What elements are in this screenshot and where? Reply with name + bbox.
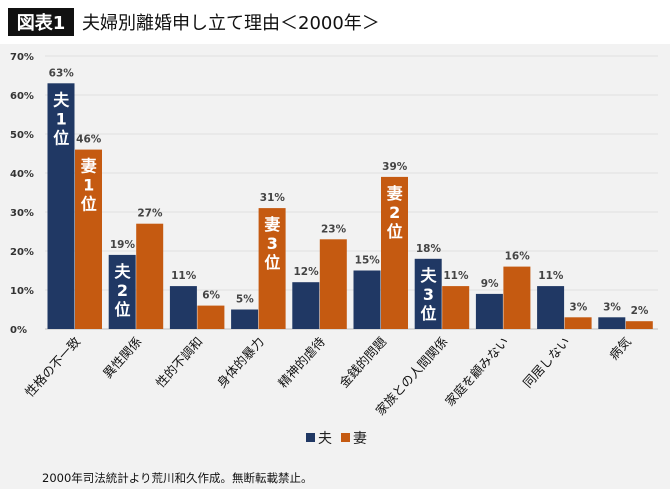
data-label: 11% bbox=[538, 270, 564, 282]
rank-annotation: 1 bbox=[83, 176, 94, 195]
chart-title: 夫婦別離婚申し立て理由＜2000年＞ bbox=[82, 13, 380, 34]
legend-swatch-husband bbox=[306, 433, 315, 442]
bar-wife bbox=[381, 176, 408, 329]
data-label: 15% bbox=[355, 255, 381, 267]
data-label: 11% bbox=[171, 270, 197, 282]
y-tick-label: 50% bbox=[10, 130, 34, 141]
legend: 夫 妻 bbox=[306, 431, 367, 447]
data-label: 23% bbox=[321, 223, 347, 235]
rank-annotation: 夫 bbox=[53, 90, 70, 109]
y-tick-label: 30% bbox=[10, 208, 34, 219]
rank-annotation: 3 bbox=[423, 285, 434, 304]
data-label: 5% bbox=[236, 294, 254, 306]
bar-husband bbox=[292, 282, 320, 329]
data-label: 63% bbox=[49, 67, 75, 79]
bar-husband bbox=[598, 317, 626, 329]
bar-husband bbox=[169, 286, 197, 329]
rank-annotation: 1 bbox=[56, 109, 67, 128]
data-label: 11% bbox=[443, 270, 469, 282]
bar-husband bbox=[475, 293, 503, 329]
footnote: 2000年司法統計より荒川和久作成。無断転載禁止。 bbox=[42, 471, 313, 485]
rank-annotation: 3 bbox=[267, 234, 278, 253]
data-label: 2% bbox=[631, 305, 649, 317]
bar-wife bbox=[625, 321, 653, 329]
data-label: 12% bbox=[293, 266, 319, 278]
figure-badge: 図表1 bbox=[17, 12, 66, 34]
rank-annotation: 位 bbox=[53, 128, 69, 147]
bar-wife bbox=[503, 266, 531, 329]
rank-annotation: 位 bbox=[420, 304, 436, 323]
data-label: 31% bbox=[260, 192, 286, 204]
bar-wife bbox=[442, 286, 470, 329]
figure-badge-bg bbox=[8, 8, 74, 36]
data-label: 3% bbox=[603, 301, 621, 313]
y-tick-label: 70% bbox=[10, 52, 34, 63]
data-label: 18% bbox=[416, 243, 442, 255]
data-label: 9% bbox=[481, 278, 499, 290]
rank-annotation: 妻 bbox=[387, 184, 403, 203]
rank-annotation: 位 bbox=[264, 253, 280, 272]
data-label: 3% bbox=[569, 301, 587, 313]
bar-wife bbox=[564, 317, 592, 329]
data-label: 19% bbox=[110, 239, 136, 251]
bar-wife bbox=[319, 239, 347, 329]
data-label: 6% bbox=[202, 290, 220, 302]
bar-husband bbox=[47, 83, 75, 329]
legend-label-wife: 妻 bbox=[353, 431, 367, 447]
rank-annotation: 妻 bbox=[81, 157, 97, 176]
rank-annotation: 位 bbox=[114, 300, 130, 319]
bar-wife bbox=[136, 223, 164, 329]
bar-husband bbox=[537, 286, 565, 329]
rank-annotation: 夫 bbox=[420, 266, 437, 285]
bar-husband bbox=[353, 270, 381, 329]
y-tick-label: 40% bbox=[10, 169, 34, 180]
legend-swatch-wife bbox=[341, 433, 350, 442]
bar-husband bbox=[414, 258, 442, 329]
data-label: 46% bbox=[76, 134, 102, 146]
rank-annotation: 位 bbox=[387, 222, 403, 241]
rank-annotation: 2 bbox=[389, 203, 400, 222]
y-tick-label: 20% bbox=[10, 247, 34, 258]
rank-annotation: 位 bbox=[81, 195, 97, 214]
data-label: 16% bbox=[505, 251, 531, 263]
rank-annotation: 妻 bbox=[264, 215, 280, 234]
y-tick-label: 60% bbox=[10, 91, 34, 102]
y-tick-label: 0% bbox=[10, 325, 27, 336]
bar-wife bbox=[258, 208, 286, 329]
bar-wife bbox=[75, 149, 102, 329]
data-label: 39% bbox=[382, 161, 408, 173]
legend-label-husband: 夫 bbox=[318, 431, 332, 447]
y-tick-label: 10% bbox=[10, 286, 34, 297]
data-label: 27% bbox=[137, 208, 163, 220]
bar-husband bbox=[231, 309, 259, 329]
bar-wife bbox=[197, 305, 225, 329]
rank-annotation: 夫 bbox=[114, 262, 131, 281]
bar-husband bbox=[108, 254, 136, 329]
rank-annotation: 2 bbox=[117, 281, 128, 300]
